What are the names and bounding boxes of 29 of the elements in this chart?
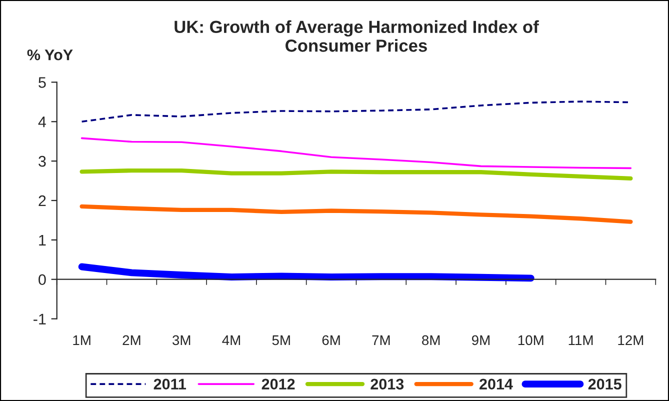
x-tick-label: 5M [272,335,290,346]
x-tick-label: 6M [322,335,340,346]
legend-label: 2012 [262,378,295,390]
y-tick-label: 4 [38,116,46,128]
line-series [80,137,632,170]
x-tick-label: 1M [73,335,90,345]
legend-label: 2011 [154,378,186,390]
y-axis-title: % YoY [27,49,73,60]
line-series [80,204,633,224]
x-tick-label: 9M [472,335,490,346]
x-tick-label: 3M [172,335,190,346]
x-tick-label: 8M [422,335,440,346]
legend-label: 2015 [588,378,622,390]
line-series [80,168,633,181]
chart-title: UK: Growth of Average Harmonized Index of Consumer Prices [174,20,539,52]
legend-label: 2014 [480,378,513,390]
x-tick-label: 4M [222,335,240,345]
x-tick-label: 12M [618,335,644,345]
y-tick-label: 0 [38,274,46,286]
y-tick-label: 2 [38,195,46,206]
x-tick-label: 7M [372,335,390,345]
x-tick-label: 2M [122,335,140,345]
y-tick-label: -1 [34,314,46,324]
legend-label: 2013 [370,378,404,390]
x-tick-label: 11M [568,335,593,345]
y-tick-label: 3 [38,156,46,167]
y-tick-label: 5 [38,77,46,88]
y-tick-label: 1 [39,234,46,246]
x-tick-label: 10M [518,335,544,346]
